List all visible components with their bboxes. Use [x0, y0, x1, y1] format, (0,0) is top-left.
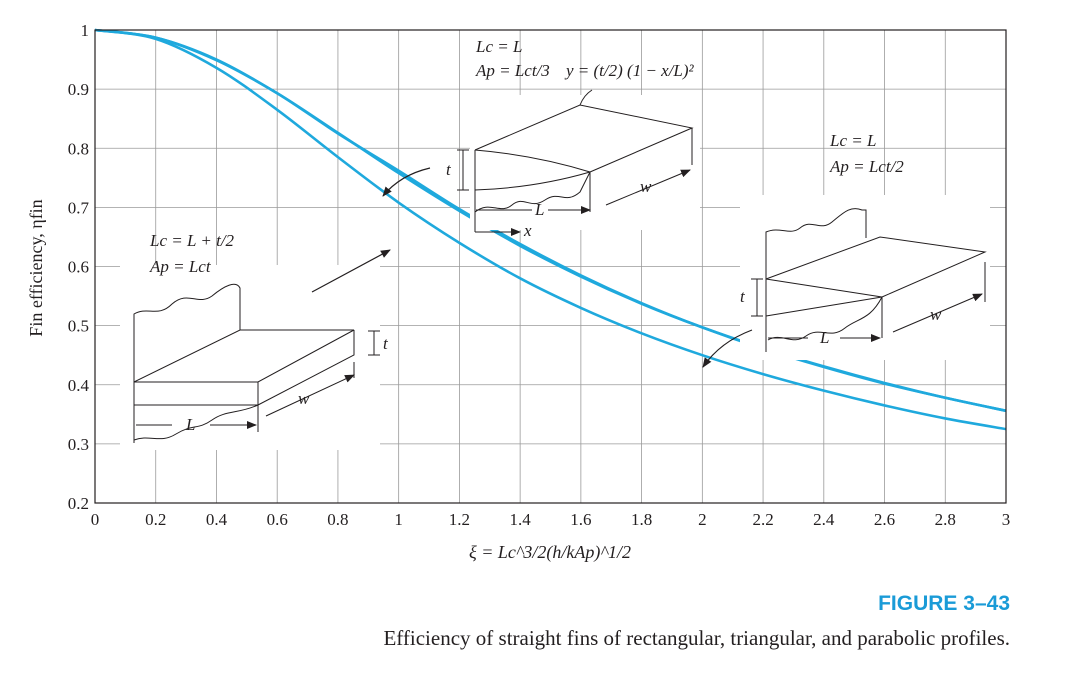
y-tick-label: 0.2 [68, 494, 89, 513]
parabolic-pointer-arrow [382, 167, 431, 197]
x-tick-label: 0.4 [206, 510, 228, 529]
triangular-w-label: w [930, 305, 942, 324]
x-tick-label: 2.8 [935, 510, 956, 529]
figure-number: FIGURE 3–43 [878, 592, 1010, 615]
rectangular-t-label: t [383, 334, 389, 353]
y-tick-label: 0.6 [68, 258, 89, 277]
parabolic-t-label: t [446, 160, 452, 179]
triangular-ap-label: Ap = Lct/2 [829, 157, 904, 176]
figure-caption: Efficiency of straight fins of rectangul… [383, 626, 1010, 650]
parabolic-L-label: L [534, 200, 544, 219]
y-tick-label: 0.5 [68, 317, 89, 336]
rectangular-lc-label: Lc = L + t/2 [149, 231, 235, 250]
y-tick-label: 1 [81, 21, 90, 40]
tick-labels: 0 0.2 0.4 0.6 0.8 1 1.2 1.4 1.6 1.8 2 2.2 2.4 2.6 2.8 3… [68, 21, 1011, 529]
parabolic-w-label: w [640, 177, 652, 196]
triangular-t-label: t [740, 287, 746, 306]
parabolic-fin-sketch [457, 89, 700, 236]
x-tick-label: 3 [1002, 510, 1011, 529]
parabolic-lc-label: Lc = L [475, 37, 522, 56]
y-tick-label: 0.4 [68, 376, 90, 395]
series-curves [94, 28, 1007, 431]
x-axis-title: ξ = Lc^3/2(h/kAp)^1/2 [469, 542, 631, 563]
parabolic-ap-label: Ap = Lct/3 [475, 61, 550, 80]
x-tick-label: 1.8 [631, 510, 652, 529]
series-line-2 [94, 28, 1007, 431]
x-tick-label: 2.4 [813, 510, 835, 529]
triangular-L-label: L [819, 328, 829, 347]
rectangular-fin-sketch [120, 265, 380, 450]
x-tick-label: 0.6 [267, 510, 288, 529]
y-tick-label: 0.3 [68, 435, 89, 454]
y-tick-label: 0.7 [68, 198, 90, 217]
x-tick-label: 2 [698, 510, 707, 529]
parabolic-eq-label: y = (t/2) (1 − x/L)² [564, 61, 695, 80]
triangular-pointer-arrow [702, 329, 753, 368]
triangular-fin-sketch [740, 195, 990, 360]
rectangular-ap-label: Ap = Lct [149, 257, 212, 276]
x-tick-label: 2.2 [752, 510, 773, 529]
rectangular-pointer-arrow [311, 249, 391, 293]
rectangular-w-label: w [298, 389, 310, 408]
x-tick-label: 2.6 [874, 510, 895, 529]
y-tick-label: 0.9 [68, 80, 89, 99]
rectangular-L-label: L [185, 415, 195, 434]
fin-efficiency-chart: 0 0.2 0.4 0.6 0.8 1 1.2 1.4 1.6 1.8 2 2.2 2.4 2.6 2.8 3… [26, 21, 1011, 563]
parabolic-x-label: x [523, 221, 532, 240]
y-axis-title: Fin efficiency, ηfin [26, 199, 46, 336]
plot-frame [94, 29, 1007, 504]
series-line-3 [94, 28, 1007, 413]
x-tick-label: 0 [91, 510, 100, 529]
x-tick-label: 0.8 [327, 510, 348, 529]
x-tick-label: 1.2 [449, 510, 470, 529]
x-tick-label: 1.4 [510, 510, 532, 529]
x-tick-label: 0.2 [145, 510, 166, 529]
y-tick-label: 0.8 [68, 139, 89, 158]
x-tick-label: 1 [394, 510, 403, 529]
x-tick-label: 1.6 [570, 510, 591, 529]
triangular-lc-label: Lc = L [829, 131, 876, 150]
